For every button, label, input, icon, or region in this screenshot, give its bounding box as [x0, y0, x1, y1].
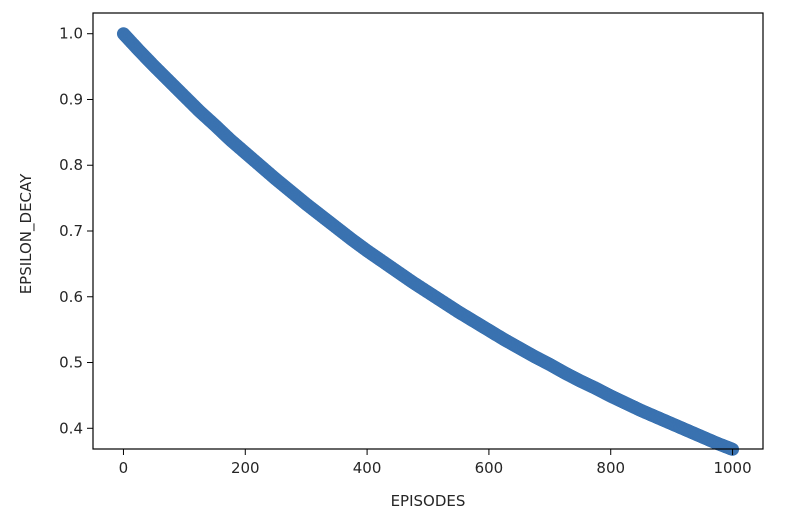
- x-tick-label: 200: [231, 459, 260, 477]
- y-axis-label: EPSILON_DECAY: [17, 173, 36, 294]
- y-axis-ticks: 0.4 0.5 0.6 0.7 0.8 0.9 1.0: [59, 25, 93, 437]
- y-tick-label: 0.9: [59, 90, 83, 108]
- x-tick-label: 800: [596, 459, 625, 477]
- y-tick-label: 1.0: [59, 25, 83, 43]
- x-axis-ticks: 0 200 400 600 800 1000: [119, 449, 752, 477]
- y-tick-label: 0.6: [59, 288, 83, 306]
- x-tick-label: 600: [475, 459, 504, 477]
- x-tick-label: 400: [353, 459, 382, 477]
- data-points: [116, 27, 740, 456]
- x-axis-label: EPISODES: [391, 492, 466, 510]
- x-tick-label: 0: [119, 459, 129, 477]
- x-tick-label: 1000: [713, 459, 751, 477]
- y-tick-label: 0.7: [59, 222, 83, 240]
- y-tick-label: 0.8: [59, 156, 83, 174]
- y-tick-label: 0.4: [59, 419, 83, 437]
- y-tick-label: 0.5: [59, 354, 83, 372]
